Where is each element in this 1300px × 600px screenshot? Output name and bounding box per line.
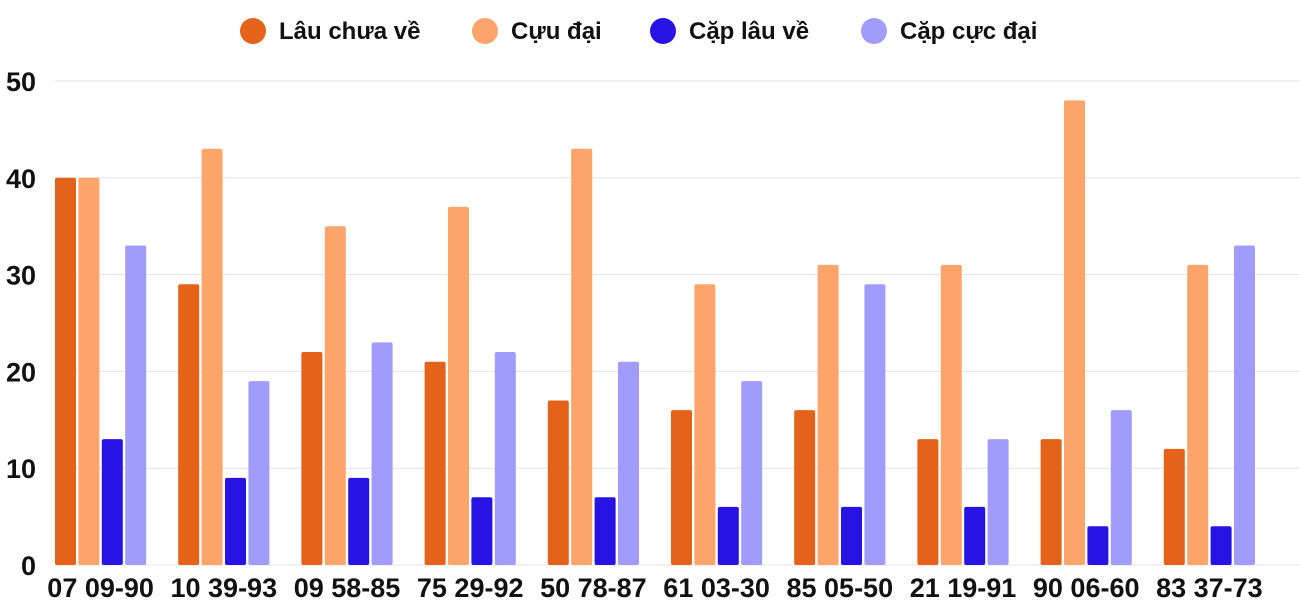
y-tick-label: 20 [6, 357, 36, 387]
legend-item: Cựu đại [472, 18, 602, 45]
bar-2-5 [571, 148, 593, 565]
bar-3-10 [1210, 526, 1232, 565]
bar-3-2 [225, 477, 246, 565]
y-tick-label: 0 [21, 551, 36, 581]
bar-1-5 [547, 400, 569, 565]
bar-2-9 [1064, 100, 1085, 566]
legend: Lâu chưa về Cựu đại Cặp lâu về Cặp cực đại [240, 18, 1037, 45]
x-tick-label: 61 03-30 [663, 573, 770, 600]
x-tick-label: 83 37-73 [1156, 573, 1263, 600]
bar-1-10 [1163, 448, 1185, 565]
bar-1-2 [178, 284, 200, 565]
bar-4-1 [125, 245, 147, 565]
y-tick-label: 10 [6, 454, 36, 484]
bar-1-1 [55, 177, 76, 566]
bar-4-2 [248, 381, 270, 565]
bar-4-5 [618, 361, 639, 565]
bar-2-7 [817, 264, 839, 565]
x-axis-ticks: 07 09-90 10 39-93 09 58-85 75 29-92 50 78-87… [47, 573, 1262, 600]
legend-swatch [650, 18, 676, 44]
x-tick-label: 75 29-92 [417, 573, 524, 600]
legend-item: Cặp lâu về [650, 18, 809, 45]
legend-label: Cặp cực đại [900, 18, 1037, 45]
bar-1-3 [301, 352, 323, 565]
legend-swatch [472, 18, 498, 44]
y-tick-label: 40 [6, 164, 36, 194]
bars [55, 100, 1255, 566]
bar-3-7 [841, 506, 862, 565]
bar-1-6 [671, 410, 692, 565]
legend-swatch [240, 18, 266, 44]
bar-3-3 [348, 477, 370, 565]
bar-4-7 [864, 284, 886, 565]
bar-3-5 [594, 497, 616, 565]
x-tick-label: 07 09-90 [47, 573, 154, 600]
legend-swatch [861, 18, 887, 44]
bar-3-9 [1087, 526, 1109, 565]
x-tick-label: 09 58-85 [294, 573, 401, 600]
x-tick-label: 21 19-91 [910, 573, 1017, 600]
bar-1-7 [794, 410, 816, 565]
legend-item: Lâu chưa về [240, 18, 420, 45]
bar-2-4 [448, 206, 469, 565]
bar-2-2 [201, 148, 223, 565]
bar-4-8 [987, 439, 1009, 565]
y-axis-ticks: 0 10 20 30 40 50 [6, 67, 36, 581]
legend-label: Cựu đại [511, 18, 602, 45]
legend-item: Cặp cực đại [861, 18, 1037, 45]
y-tick-label: 50 [6, 67, 36, 97]
bar-4-3 [371, 342, 393, 565]
bar-1-4 [424, 361, 446, 565]
bar-4-10 [1234, 245, 1255, 565]
x-tick-label: 90 06-60 [1033, 573, 1140, 600]
x-tick-label: 10 39-93 [171, 573, 278, 600]
bar-2-8 [940, 264, 962, 565]
x-tick-label: 50 78-87 [540, 573, 647, 600]
bar-2-3 [324, 226, 346, 565]
bar-3-8 [964, 506, 986, 565]
x-tick-label: 85 05-50 [787, 573, 894, 600]
bar-4-9 [1110, 410, 1132, 565]
legend-label: Lâu chưa về [279, 18, 420, 45]
bar-2-1 [78, 177, 100, 566]
bar-3-1 [101, 439, 123, 565]
bar-1-8 [917, 439, 939, 565]
bar-4-6 [741, 381, 763, 565]
bar-2-10 [1187, 264, 1209, 565]
y-tick-label: 30 [6, 261, 36, 291]
bar-1-9 [1040, 439, 1062, 565]
legend-label: Cặp lâu về [689, 18, 809, 45]
bar-3-6 [717, 506, 739, 565]
bar-3-4 [471, 497, 493, 565]
bar-4-4 [494, 352, 516, 565]
bar-2-6 [694, 284, 716, 565]
